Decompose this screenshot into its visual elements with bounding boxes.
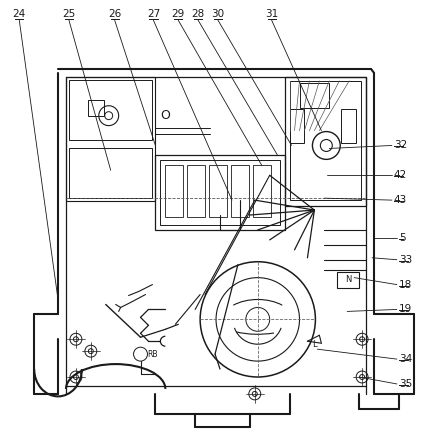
Text: 42: 42: [394, 170, 407, 180]
Text: 25: 25: [62, 9, 76, 19]
Bar: [290, 109, 304, 143]
Bar: [88, 100, 104, 116]
Text: 27: 27: [147, 9, 160, 19]
Bar: [341, 109, 356, 143]
Bar: [165, 165, 183, 217]
Text: 35: 35: [399, 379, 412, 389]
Text: 29: 29: [171, 9, 185, 19]
Text: 18: 18: [399, 279, 412, 290]
Text: 5: 5: [399, 233, 405, 243]
Bar: [337, 271, 359, 288]
Bar: [66, 77, 155, 201]
Text: O: O: [160, 109, 170, 122]
Bar: [69, 80, 152, 139]
Bar: [284, 77, 366, 206]
Text: 32: 32: [394, 140, 407, 150]
Bar: [253, 165, 271, 217]
Bar: [155, 155, 284, 230]
Bar: [160, 160, 280, 225]
Bar: [290, 81, 361, 200]
Text: 43: 43: [394, 195, 407, 205]
Bar: [209, 165, 227, 217]
Bar: [69, 148, 152, 198]
Text: 31: 31: [265, 9, 278, 19]
Text: 30: 30: [211, 9, 225, 19]
Text: RB: RB: [147, 350, 158, 359]
Text: 24: 24: [13, 9, 26, 19]
Bar: [299, 83, 329, 108]
Text: 33: 33: [399, 255, 412, 265]
Text: 34: 34: [399, 354, 412, 364]
Text: N: N: [345, 275, 351, 284]
Bar: [231, 165, 249, 217]
Text: 19: 19: [399, 304, 412, 315]
Text: 28: 28: [191, 9, 205, 19]
Text: 26: 26: [108, 9, 121, 19]
Bar: [187, 165, 205, 217]
Text: L: L: [312, 340, 317, 349]
